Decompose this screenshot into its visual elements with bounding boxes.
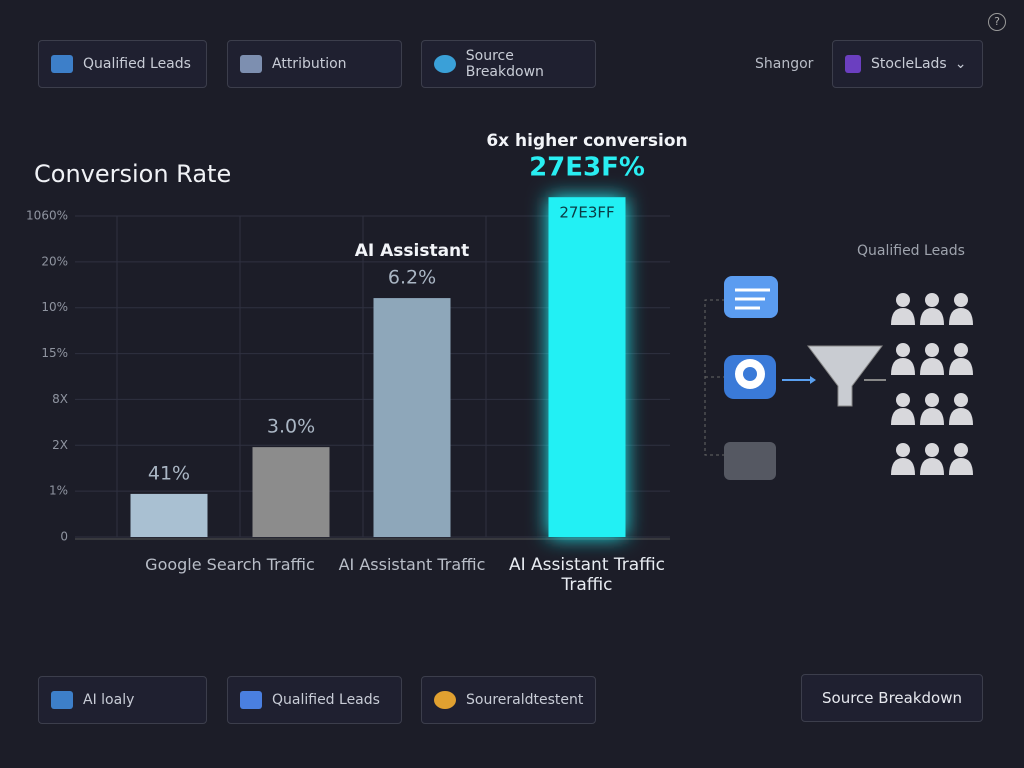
- x-tick-label: AI Assistant Traffic: [338, 555, 486, 574]
- tab-button[interactable]: Source Breakdown: [421, 40, 596, 88]
- robot-eye: [743, 367, 757, 381]
- y-tick-label: 15%: [41, 346, 68, 360]
- person-body: [949, 458, 973, 475]
- connector: [704, 299, 725, 456]
- y-tick-label: 1060%: [26, 209, 68, 223]
- person-body: [891, 358, 915, 375]
- briefcase-icon: [724, 442, 776, 480]
- person-body: [920, 358, 944, 375]
- toolbar-label: Shangor: [755, 56, 814, 72]
- tab-label: Soureraldtestent: [466, 692, 584, 708]
- people-grid: [891, 293, 973, 475]
- tab-button[interactable]: Qualified Leads: [227, 676, 402, 724]
- tab-label: Qualified Leads: [83, 56, 191, 72]
- y-tick-label: 1%: [49, 484, 68, 498]
- person-body: [891, 458, 915, 475]
- diagram: [704, 276, 973, 480]
- person-head: [925, 393, 939, 407]
- person-head: [896, 343, 910, 357]
- annotation: AI Assistant: [355, 241, 470, 261]
- value-label: 3.0%: [267, 416, 315, 438]
- x-tick-label: Google Search Traffic: [145, 555, 315, 574]
- diagram-label: Qualified Leads: [857, 243, 965, 259]
- funnel: [807, 345, 883, 407]
- x-tick-label: AI Assistant Traffic Traffic: [509, 555, 665, 595]
- person-head: [896, 443, 910, 457]
- person-body: [949, 408, 973, 425]
- bar: [130, 493, 208, 537]
- person-head: [896, 293, 910, 307]
- chart-title: Conversion Rate: [34, 160, 232, 188]
- dropdown[interactable]: StocleLads ⌄: [832, 40, 983, 88]
- tab-label: Source Breakdown: [465, 48, 544, 80]
- tab-button[interactable]: Soureraldtestent: [421, 676, 596, 724]
- person-head: [954, 343, 968, 357]
- person-body: [920, 308, 944, 325]
- tab-label: Attribution: [272, 56, 347, 72]
- chat-icon: [724, 276, 778, 318]
- tab-button[interactable]: Qualified Leads: [38, 40, 207, 88]
- person-head: [896, 393, 910, 407]
- tab-button[interactable]: Attribution: [227, 40, 402, 88]
- person-head: [954, 393, 968, 407]
- person-head: [925, 293, 939, 307]
- person-head: [954, 293, 968, 307]
- bar: [548, 197, 626, 537]
- person-body: [920, 408, 944, 425]
- chevron: ⌄: [954, 56, 967, 72]
- tab-button[interactable]: AI loaly: [38, 676, 207, 724]
- y-tick-label: 8X: [52, 392, 68, 406]
- annotation: 6x higher conversion: [486, 131, 687, 151]
- person-head: [954, 443, 968, 457]
- value-label: 41%: [148, 462, 190, 484]
- person-body: [891, 308, 915, 325]
- bar: [373, 298, 451, 537]
- person-body: [949, 308, 973, 325]
- y-tick-label: 10%: [41, 300, 68, 314]
- person-body: [920, 458, 944, 475]
- y-tick-label: 20%: [41, 254, 68, 268]
- person-head: [925, 443, 939, 457]
- dropdown-label: StocleLads: [871, 56, 947, 72]
- person-head: [925, 343, 939, 357]
- value-label: 6.2%: [388, 267, 436, 289]
- tab-label: AI loaly: [83, 692, 135, 708]
- bar: [252, 447, 330, 537]
- help-button[interactable]: ?: [988, 13, 1006, 31]
- arrowhead: [810, 376, 816, 384]
- person-body: [949, 358, 973, 375]
- source-button[interactable]: Source Breakdown: [801, 674, 983, 722]
- value-label: 27E3F%: [529, 153, 645, 183]
- button-label: Source Breakdown: [822, 689, 962, 707]
- bar-inner-label: 27E3FF: [559, 204, 614, 222]
- tab-label: Qualified Leads: [272, 692, 380, 708]
- y-tick-label: 2X: [52, 438, 68, 452]
- y-tick-label: 0: [60, 530, 68, 544]
- person-body: [891, 408, 915, 425]
- chat-lines: [735, 288, 770, 310]
